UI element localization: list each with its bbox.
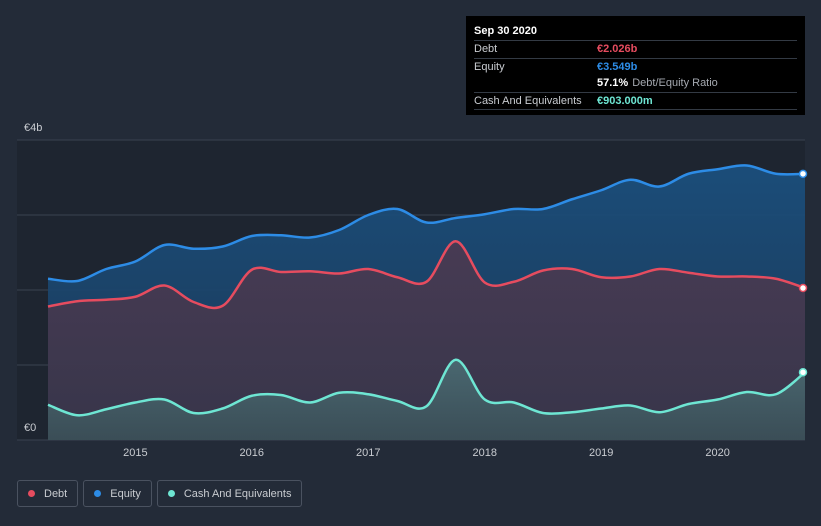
tooltip-debt-value: €2.026b [597, 43, 638, 56]
tooltip-row-ratio: 57.1% Debt/Equity Ratio [474, 75, 797, 92]
tooltip-ratio-label: Debt/Equity Ratio [632, 77, 718, 90]
debt-dot-icon [28, 490, 35, 497]
tooltip-panel: Sep 30 2020 Debt €2.026b Equity €3.549b … [466, 16, 805, 115]
tooltip-row-equity: Equity €3.549b [474, 57, 797, 76]
y-tick-label-bottom: €0 [24, 422, 37, 434]
equity-line [47, 164, 806, 283]
legend: Debt Equity Cash And Equivalents [17, 480, 307, 507]
cash-end-marker [798, 368, 808, 377]
tooltip-equity-value: €3.549b [597, 60, 638, 73]
x-tick-label: 2017 [356, 447, 381, 459]
legend-cash-label: Cash And Equivalents [183, 487, 292, 500]
tooltip-ratio-value: 57.1% [597, 77, 629, 90]
x-tick-label: 2019 [588, 447, 614, 459]
legend-item-debt[interactable]: Debt [17, 480, 79, 507]
cash-dot-icon [167, 490, 175, 497]
x-tick-label: 2015 [123, 447, 148, 459]
cash-line [47, 358, 806, 417]
equity-end-marker [798, 169, 808, 179]
tooltip-date: Sep 30 2020 [474, 25, 537, 37]
x-tick-label: 2016 [239, 447, 265, 459]
tooltip-cash-value: €903.000m [597, 94, 653, 107]
series-lines [47, 164, 806, 417]
legend-debt-label: Debt [44, 487, 68, 500]
debt-line [47, 239, 806, 310]
x-tick-label: 2020 [705, 447, 730, 459]
tooltip-row-debt: Debt €2.026b [474, 40, 797, 58]
debt-end-marker [798, 283, 808, 293]
legend-item-equity[interactable]: Equity [83, 480, 152, 507]
series-end-markers [798, 169, 808, 377]
tooltip-cash-label: Cash And Equivalents [474, 94, 582, 107]
legend-equity-label: Equity [110, 487, 141, 500]
tooltip-equity-label: Equity [474, 60, 505, 73]
tooltip-debt-label: Debt [474, 43, 498, 56]
equity-dot-icon [94, 490, 102, 497]
series-areas [48, 165, 805, 440]
cash-area [48, 359, 805, 440]
y-tick-label-top: €4b [24, 122, 43, 134]
tooltip-row-cash: Cash And Equivalents €903.000m [474, 91, 797, 110]
legend-item-cash[interactable]: Cash And Equivalents [156, 480, 303, 507]
debt-area [48, 241, 805, 440]
x-tick-label: 2018 [472, 447, 497, 459]
